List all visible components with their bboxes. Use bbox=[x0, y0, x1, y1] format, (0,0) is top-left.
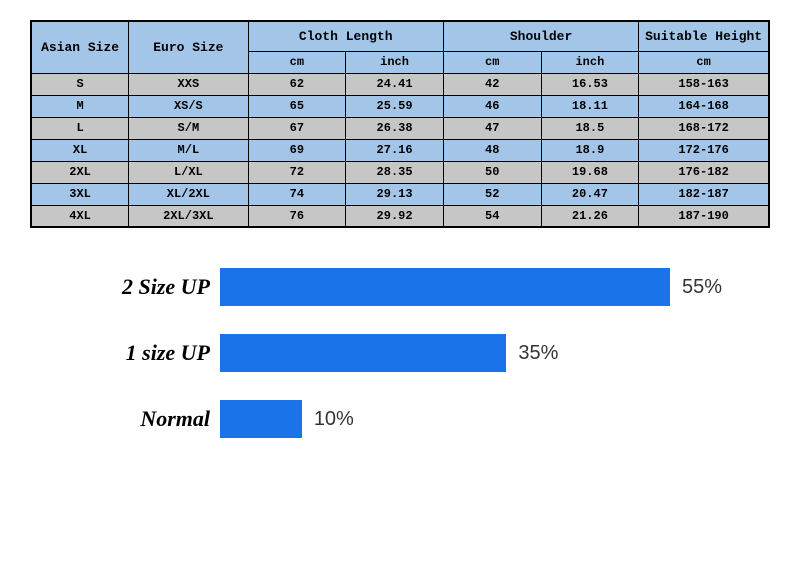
table-row: XL M/L 69 27.16 48 18.9 172-176 bbox=[31, 139, 769, 161]
cell-sh-cm: 46 bbox=[443, 95, 541, 117]
cell-len-in: 29.92 bbox=[346, 205, 444, 227]
bar-fill bbox=[220, 268, 670, 306]
bar-label: 2 Size UP bbox=[50, 274, 220, 300]
cell-len-in: 24.41 bbox=[346, 73, 444, 95]
cell-asian: L bbox=[31, 117, 129, 139]
col-shoulder: Shoulder bbox=[443, 21, 638, 51]
cell-len-in: 28.35 bbox=[346, 161, 444, 183]
cell-height: 187-190 bbox=[639, 205, 769, 227]
bar-fill bbox=[220, 334, 506, 372]
bar-track: 55% bbox=[220, 268, 722, 306]
cell-sh-in: 16.53 bbox=[541, 73, 639, 95]
cell-euro: XS/S bbox=[129, 95, 248, 117]
cell-len-cm: 67 bbox=[248, 117, 346, 139]
cell-height: 168-172 bbox=[639, 117, 769, 139]
cell-len-in: 27.16 bbox=[346, 139, 444, 161]
bar-label: Normal bbox=[50, 406, 220, 432]
table-row: 3XL XL/2XL 74 29.13 52 20.47 182-187 bbox=[31, 183, 769, 205]
cell-height: 182-187 bbox=[639, 183, 769, 205]
cell-sh-in: 18.5 bbox=[541, 117, 639, 139]
unit-cm: cm bbox=[248, 51, 346, 73]
cell-height: 158-163 bbox=[639, 73, 769, 95]
cell-height: 164-168 bbox=[639, 95, 769, 117]
size-table: Asian Size Euro Size Cloth Length Should… bbox=[30, 20, 770, 228]
cell-len-cm: 62 bbox=[248, 73, 346, 95]
bar-row: Normal 10% bbox=[50, 400, 750, 438]
cell-len-cm: 65 bbox=[248, 95, 346, 117]
cell-euro: 2XL/3XL bbox=[129, 205, 248, 227]
cell-len-in: 26.38 bbox=[346, 117, 444, 139]
cell-len-in: 29.13 bbox=[346, 183, 444, 205]
cell-sh-in: 19.68 bbox=[541, 161, 639, 183]
bar-track: 10% bbox=[220, 400, 354, 438]
bar-row: 1 size UP 35% bbox=[50, 334, 750, 372]
cell-euro: S/M bbox=[129, 117, 248, 139]
cell-len-cm: 72 bbox=[248, 161, 346, 183]
col-suitable-height: Suitable Height bbox=[639, 21, 769, 51]
cell-euro: XXS bbox=[129, 73, 248, 95]
cell-asian: M bbox=[31, 95, 129, 117]
cell-len-in: 25.59 bbox=[346, 95, 444, 117]
col-cloth-length: Cloth Length bbox=[248, 21, 443, 51]
cell-sh-cm: 54 bbox=[443, 205, 541, 227]
table-row: 4XL 2XL/3XL 76 29.92 54 21.26 187-190 bbox=[31, 205, 769, 227]
bar-label: 1 size UP bbox=[50, 340, 220, 366]
cell-len-cm: 74 bbox=[248, 183, 346, 205]
cell-asian: 2XL bbox=[31, 161, 129, 183]
cell-sh-cm: 47 bbox=[443, 117, 541, 139]
cell-sh-in: 18.9 bbox=[541, 139, 639, 161]
table-row: 2XL L/XL 72 28.35 50 19.68 176-182 bbox=[31, 161, 769, 183]
cell-euro: M/L bbox=[129, 139, 248, 161]
header-row-1: Asian Size Euro Size Cloth Length Should… bbox=[31, 21, 769, 51]
cell-euro: XL/2XL bbox=[129, 183, 248, 205]
cell-sh-cm: 42 bbox=[443, 73, 541, 95]
table-row: S XXS 62 24.41 42 16.53 158-163 bbox=[31, 73, 769, 95]
cell-asian: 4XL bbox=[31, 205, 129, 227]
cell-height: 176-182 bbox=[639, 161, 769, 183]
bar-value: 55% bbox=[670, 276, 722, 299]
unit-cm: cm bbox=[443, 51, 541, 73]
bar-value: 35% bbox=[506, 342, 558, 365]
bar-fill bbox=[220, 400, 302, 438]
cell-sh-cm: 48 bbox=[443, 139, 541, 161]
cell-sh-in: 18.11 bbox=[541, 95, 639, 117]
col-euro-size: Euro Size bbox=[129, 21, 248, 73]
size-recommendation-chart: 2 Size UP 55% 1 size UP 35% Normal 10% bbox=[50, 268, 750, 438]
cell-sh-cm: 50 bbox=[443, 161, 541, 183]
col-asian-size: Asian Size bbox=[31, 21, 129, 73]
cell-asian: 3XL bbox=[31, 183, 129, 205]
cell-euro: L/XL bbox=[129, 161, 248, 183]
table-row: L S/M 67 26.38 47 18.5 168-172 bbox=[31, 117, 769, 139]
cell-asian: XL bbox=[31, 139, 129, 161]
unit-inch: inch bbox=[541, 51, 639, 73]
table-row: M XS/S 65 25.59 46 18.11 164-168 bbox=[31, 95, 769, 117]
cell-asian: S bbox=[31, 73, 129, 95]
cell-height: 172-176 bbox=[639, 139, 769, 161]
bar-row: 2 Size UP 55% bbox=[50, 268, 750, 306]
unit-cm: cm bbox=[639, 51, 769, 73]
bar-value: 10% bbox=[302, 408, 354, 431]
size-table-body: S XXS 62 24.41 42 16.53 158-163 M XS/S 6… bbox=[31, 73, 769, 227]
cell-sh-in: 21.26 bbox=[541, 205, 639, 227]
cell-sh-in: 20.47 bbox=[541, 183, 639, 205]
bar-track: 35% bbox=[220, 334, 558, 372]
cell-sh-cm: 52 bbox=[443, 183, 541, 205]
cell-len-cm: 69 bbox=[248, 139, 346, 161]
unit-inch: inch bbox=[346, 51, 444, 73]
cell-len-cm: 76 bbox=[248, 205, 346, 227]
